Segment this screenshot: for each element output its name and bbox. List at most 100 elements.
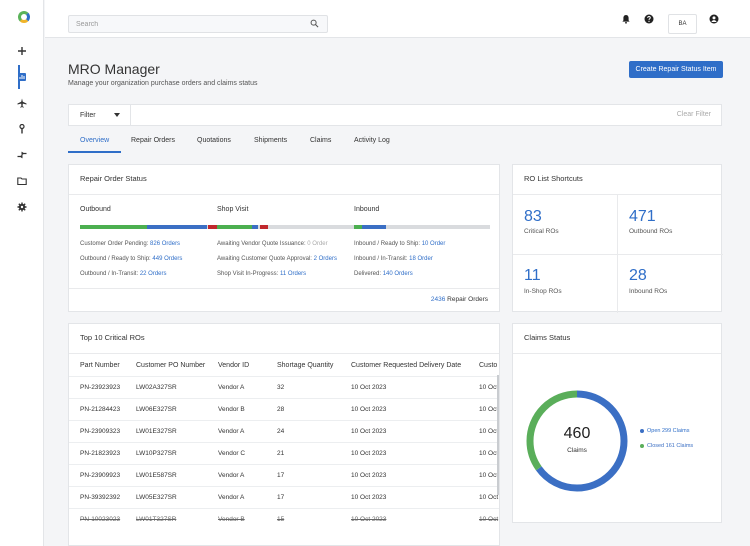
in-shop-ros-count[interactable]: 11 [524, 267, 541, 284]
critical-ros-label[interactable]: Critical ROs [524, 228, 559, 235]
cell-part-number: PN-23923923 [80, 384, 121, 391]
gear-icon[interactable] [15, 200, 29, 214]
cell-quantity: 21 [277, 450, 285, 457]
cell-vendor: Vendor B [218, 406, 245, 413]
tool-icon[interactable] [15, 122, 29, 136]
table-row[interactable]: PN-23923923 LW02A327SR Vendor A 32 10 Oc… [69, 376, 499, 398]
claims-total-label: Claims [567, 447, 587, 454]
orders-link[interactable]: 0 Order [307, 241, 328, 247]
logo-icon[interactable] [18, 11, 30, 23]
cell-part-number: PN-21284423 [80, 406, 121, 413]
filter-bar: Filter Clear Filter [68, 104, 722, 126]
bar-inbound-transit [362, 225, 386, 229]
create-repair-status-button[interactable]: Create Repair Status Item [629, 61, 723, 78]
search-input[interactable] [69, 16, 299, 32]
claims-donut-chart [526, 390, 628, 492]
total-repair-orders-link[interactable]: 2436 [430, 296, 446, 303]
cell-part-number: PN-21823923 [80, 450, 121, 457]
cell-po-number: LW10P327SR [136, 450, 177, 457]
outbound-ros-count[interactable]: 471 [629, 208, 656, 225]
table-row[interactable]: PN-21823923 LW10P327SR Vendor C 21 10 Oc… [69, 442, 499, 464]
clear-filter-button[interactable]: Clear Filter [676, 111, 711, 118]
inbound-ros-count[interactable]: 28 [629, 267, 647, 284]
table-row[interactable]: PN-23909923 LW01E587SR Vendor A 17 10 Oc… [69, 464, 499, 486]
cell-date: 10 Oct 2023 [351, 450, 387, 457]
cell-vendor: Vendor B [218, 516, 245, 523]
column-header[interactable]: Vendor ID [218, 362, 250, 369]
table-row[interactable]: PN-23909323 LW01E327SR Vendor A 24 10 Oc… [69, 420, 499, 442]
legend-dot [640, 443, 644, 448]
filter-dropdown[interactable]: Filter [69, 105, 131, 125]
claims-total: 460 [563, 425, 591, 442]
search-icon[interactable] [310, 19, 319, 28]
inbound-ros-label[interactable]: Inbound ROs [629, 288, 668, 295]
status-line: Delivered: 140 Orders [354, 271, 413, 277]
table-row[interactable]: PN-10023023 LW01T327SR Vendor B 15 10 Oc… [69, 508, 499, 530]
column-header[interactable]: Part Number [80, 362, 120, 369]
dashboard-icon[interactable] [15, 70, 29, 84]
column-header[interactable]: Customer PO Number [136, 362, 206, 369]
card-title: Top 10 Critical ROs [80, 333, 145, 342]
tab-overview[interactable]: Overview [80, 137, 110, 144]
bar-outbound-pending [80, 225, 147, 229]
column-header[interactable]: Customer Requested Delivery Date [351, 362, 462, 369]
cell-date-truncated: 10 Oct [479, 428, 499, 435]
tab-quotations[interactable]: Quotations [197, 137, 231, 144]
status-line: Awaiting Vendor Quote Issuance: 0 Order [217, 241, 328, 247]
cell-po-number: LW01E327SR [136, 428, 177, 435]
bar-shop-progress [260, 225, 268, 229]
table-scrollbar[interactable] [497, 375, 499, 495]
cell-vendor: Vendor C [218, 450, 246, 457]
orders-link[interactable]: 10 Order [421, 241, 446, 247]
avatar[interactable]: BA [668, 14, 697, 34]
cell-vendor: Vendor A [218, 384, 245, 391]
column-header[interactable]: Shortage Quantity [277, 362, 334, 369]
cell-vendor: Vendor A [218, 428, 245, 435]
divider [513, 254, 723, 255]
airplane-icon[interactable] [15, 96, 29, 110]
cell-date-truncated: 10 Oct [479, 450, 499, 457]
orders-link[interactable]: 826 Orders [150, 241, 181, 247]
folder-icon[interactable] [15, 174, 29, 188]
plus-icon[interactable] [15, 44, 29, 58]
transfer-icon[interactable] [15, 148, 29, 162]
legend-open[interactable]: Open 299 Claims [640, 428, 690, 434]
ro-list-shortcuts-card: RO List Shortcuts 83 Critical ROs 471 Ou… [512, 164, 723, 313]
cell-part-number: PN-10023023 [80, 516, 121, 523]
status-line: Inbound / Ready to Ship: 10 Order [354, 241, 446, 247]
bar-inbound-ready [354, 225, 362, 229]
help-icon[interactable] [644, 14, 654, 24]
tab-shipments[interactable]: Shipments [254, 137, 288, 144]
cell-date: 10 Oct 2023 [351, 516, 387, 523]
tab-repair-orders[interactable]: Repair Orders [131, 137, 175, 144]
outbound-ros-label[interactable]: Outbound ROs [629, 228, 673, 235]
table-row[interactable]: PN-21284423 LW06E327SR Vendor B 28 10 Oc… [69, 398, 499, 420]
claims-status-card: Claims Status 460 Claims Open 299 Claims… [512, 323, 722, 523]
cell-date: 10 Oct 2023 [351, 472, 387, 479]
legend-closed[interactable]: Closed 161 Claims [640, 443, 693, 449]
user-icon[interactable] [709, 14, 719, 24]
cell-date-truncated: 10 Oct [479, 494, 499, 501]
tab-activity-log[interactable]: Activity Log [354, 137, 390, 144]
bell-icon[interactable] [621, 14, 631, 24]
tab-bar: Overview Repair Orders Quotations Shipme… [68, 132, 722, 154]
cell-date-truncated: 10 Oct [479, 516, 499, 523]
legend-dot [640, 428, 644, 433]
table-row[interactable]: PN-39392392 LW05E327SR Vendor A 17 10 Oc… [69, 486, 499, 508]
orders-link[interactable]: 18 Order [409, 256, 433, 262]
critical-ros-count[interactable]: 83 [524, 208, 542, 225]
orders-link[interactable]: 22 Orders [139, 271, 167, 277]
cell-quantity: 17 [277, 472, 285, 479]
tab-claims[interactable]: Claims [310, 137, 332, 144]
column-header[interactable]: Custo [479, 362, 498, 369]
orders-link[interactable]: 2 Orders [313, 256, 337, 262]
in-shop-ros-label[interactable]: In-Shop ROs [524, 288, 562, 295]
cell-vendor: Vendor A [218, 472, 245, 479]
donut-closed-segment[interactable] [526, 390, 628, 492]
orders-link[interactable]: 449 Orders [152, 256, 183, 262]
sidebar [0, 0, 44, 546]
cell-po-number: LW01T327SR [136, 516, 177, 523]
orders-link[interactable]: 140 Orders [382, 271, 413, 277]
orders-link[interactable]: 11 Orders [279, 271, 307, 277]
cell-po-number: LW02A327SR [136, 384, 177, 391]
